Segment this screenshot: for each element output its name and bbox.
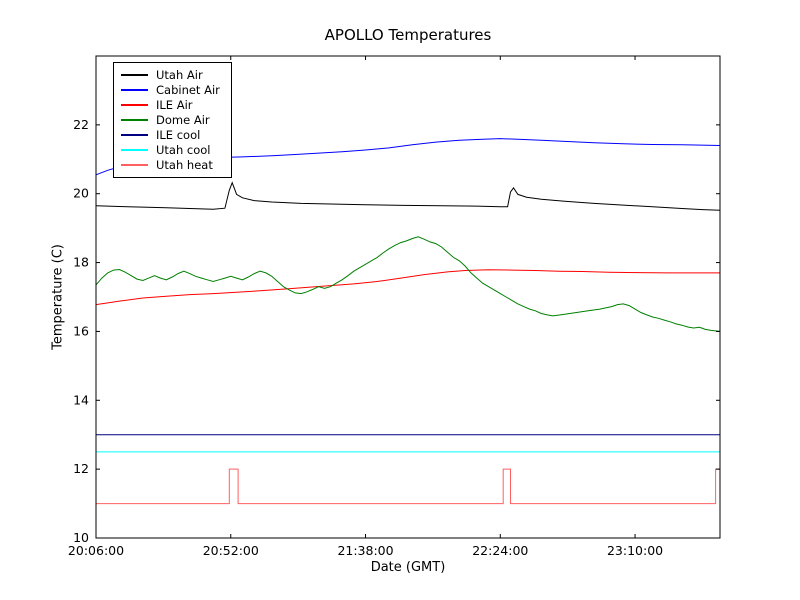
legend-label: Utah Air (156, 68, 203, 82)
legend-line-sample (121, 119, 148, 121)
legend-label: Utah cool (156, 143, 211, 157)
y-tick-label: 10 (73, 530, 89, 545)
series-line-utah-heat (96, 468, 720, 505)
chart-title: APOLLO Temperatures (324, 26, 492, 44)
legend-item: ILE cool (121, 128, 220, 142)
x-tick-label: 20:06:00 (68, 543, 124, 558)
axes-frame (95, 55, 721, 539)
series-line-dome-air (95, 236, 721, 332)
x-axis-label: Date (GMT) (370, 560, 446, 575)
series-line-ile-air (95, 269, 720, 306)
x-tick-label: 22:24:00 (472, 543, 528, 558)
legend-item: Cabinet Air (121, 83, 220, 97)
legend-line-sample (121, 89, 148, 91)
legend-label: Cabinet Air (156, 83, 220, 97)
y-tick-label: 16 (73, 323, 89, 338)
x-tick-label: 20:52:00 (203, 543, 259, 558)
legend-label: Utah heat (156, 158, 213, 172)
legend-line-sample (121, 164, 148, 166)
legend-line-sample (121, 74, 148, 76)
legend-item: Utah cool (121, 143, 220, 157)
y-tick-label: 20 (73, 186, 89, 201)
legend-label: Dome Air (156, 113, 210, 127)
legend: Utah Air Cabinet Air ILE Air Dome Air ILE co… (113, 62, 232, 178)
legend-item: Dome Air (121, 113, 220, 127)
legend-line-sample (121, 134, 148, 136)
legend-label: ILE Air (156, 98, 193, 112)
legend-line-sample (121, 149, 148, 151)
x-tick-label: 23:10:00 (607, 543, 663, 558)
legend-line-sample (121, 104, 148, 106)
y-tick-label: 12 (73, 461, 89, 476)
legend-item: Utah heat (121, 158, 220, 172)
y-tick-label: 14 (73, 392, 89, 407)
series-line-utah-air (95, 181, 721, 211)
y-tick-label: 18 (73, 255, 89, 270)
legend-item: ILE Air (121, 98, 220, 112)
legend-label: ILE cool (156, 128, 201, 142)
legend-item: Utah Air (121, 68, 220, 82)
x-tick-label: 21:38:00 (337, 543, 393, 558)
y-tick-label: 22 (73, 117, 89, 132)
